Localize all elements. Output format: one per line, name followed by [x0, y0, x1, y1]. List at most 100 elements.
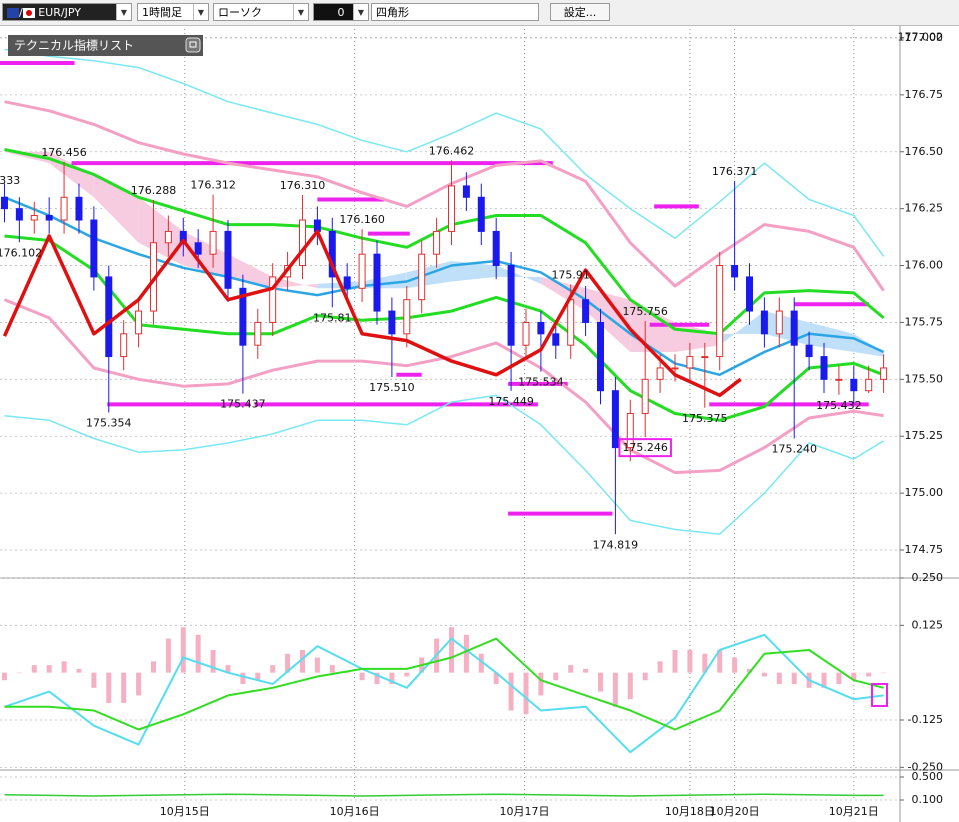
histogram-bar [136, 672, 142, 696]
y-tick-label: 0.125 [912, 618, 944, 631]
price-annotation: 6.333 [0, 174, 20, 187]
candle-body [611, 390, 619, 449]
histogram-bar [1, 672, 7, 681]
histogram-bar [285, 653, 291, 673]
indicator-line [4, 637, 884, 731]
x-tick-label: 10月20日 [710, 805, 760, 818]
tool-select[interactable]: 0 ▼ [313, 3, 369, 21]
histogram-bar [493, 672, 499, 685]
y-tick-label: 175.50 [905, 372, 944, 385]
cloud-segment [227, 254, 273, 289]
price-annotation: 175.510 [369, 381, 415, 394]
y-tick-label: 176.25 [905, 202, 944, 215]
histogram-bar [687, 649, 693, 673]
y-tick-label: 175.75 [905, 315, 944, 328]
histogram-bar [404, 672, 410, 677]
y-tick-label: 175.00 [905, 486, 944, 499]
candle-body [90, 219, 98, 278]
x-tick-label: 10月16日 [330, 805, 380, 818]
candle-body [507, 265, 515, 346]
price-annotation: 175.437 [220, 398, 266, 411]
band-line [4, 394, 884, 535]
histogram-bar [195, 634, 201, 673]
histogram-bar [106, 672, 112, 703]
panel-button[interactable] [185, 37, 201, 53]
x-tick-label: 10月15日 [160, 805, 210, 818]
price-annotation: 175.534 [518, 376, 564, 389]
dropdown-arrow[interactable]: ▼ [193, 4, 208, 20]
candle-body [30, 214, 38, 221]
candle-body [760, 310, 768, 335]
histogram-bar [761, 672, 767, 677]
settings-button[interactable]: 設定... [550, 3, 610, 21]
shape-field[interactable]: 四角形 [371, 3, 539, 21]
panel-label-bg [8, 35, 203, 56]
candle-body [582, 299, 590, 323]
histogram-bar [717, 649, 723, 673]
y-tick-label: 176.00 [905, 259, 944, 272]
histogram-bar [866, 672, 872, 677]
candle-body [343, 276, 351, 289]
price-annotation: 176.462 [429, 144, 475, 157]
candle-body [239, 287, 247, 346]
cloud-segment [183, 231, 228, 277]
dropdown-arrow[interactable]: ▼ [293, 4, 308, 20]
x-tick-label: 10月17日 [500, 805, 550, 818]
x-tick-label: 10月18日 [665, 805, 715, 818]
histogram-bar [583, 668, 589, 673]
dropdown-arrow[interactable]: ▼ [353, 4, 368, 20]
candle-body [552, 333, 560, 346]
histogram-bar [821, 672, 827, 688]
histogram-bar [314, 657, 320, 673]
histogram-bar [165, 638, 171, 673]
price-annotation: 175.449 [488, 395, 534, 408]
y-tick-label: -0.250 [908, 760, 943, 773]
y-tick-label: 174.75 [905, 543, 944, 556]
dropdown-arrow[interactable]: ▼ [116, 4, 131, 20]
histogram-bar [478, 653, 484, 673]
candle-body [865, 378, 873, 392]
candle-body [403, 299, 411, 335]
y-tick-label: -0.125 [908, 713, 943, 726]
candle-body [0, 196, 8, 210]
histogram-bar [597, 672, 603, 692]
cloud-segment [4, 151, 50, 164]
price-annotation: 175.432 [816, 399, 862, 412]
price-annotation: 176.310 [280, 179, 326, 192]
indicator-line [4, 633, 884, 754]
histogram-bar [642, 672, 648, 681]
candle-body [254, 321, 262, 346]
histogram-bar [210, 649, 216, 673]
histogram-bar [359, 672, 365, 681]
histogram-bar [76, 668, 82, 673]
histogram-bar [389, 672, 395, 685]
flag-jp [22, 8, 35, 18]
price-annotation: 176.371 [712, 165, 758, 178]
candle-body [522, 321, 530, 346]
candle-body [194, 242, 202, 255]
style-select[interactable]: ローソク ▼ [213, 3, 309, 21]
candle-body [60, 196, 68, 221]
cloud-segment [272, 276, 318, 289]
cloud-segment [585, 288, 631, 353]
histogram-bar [31, 665, 37, 673]
symbol-select[interactable]: / EUR/JPY ▼ [2, 3, 132, 21]
histogram-bar [657, 661, 663, 673]
x-tick-label: 10月21日 [829, 805, 879, 818]
histogram-bar [374, 672, 380, 685]
histogram-bar [270, 665, 276, 673]
timeframe-select[interactable]: 1時間足 ▼ [137, 3, 209, 21]
candle-body [477, 196, 485, 232]
candle-body [850, 378, 858, 392]
price-annotation: 174.819 [593, 538, 639, 551]
selection-box[interactable] [871, 683, 888, 707]
candle-body [656, 367, 664, 380]
histogram-bar [881, 672, 887, 674]
candle-body [537, 321, 545, 335]
shape: 四角形 [376, 6, 409, 19]
band-line [3, 298, 884, 475]
histogram-bar [329, 665, 335, 673]
price-annotation: 175.246 [622, 441, 668, 454]
